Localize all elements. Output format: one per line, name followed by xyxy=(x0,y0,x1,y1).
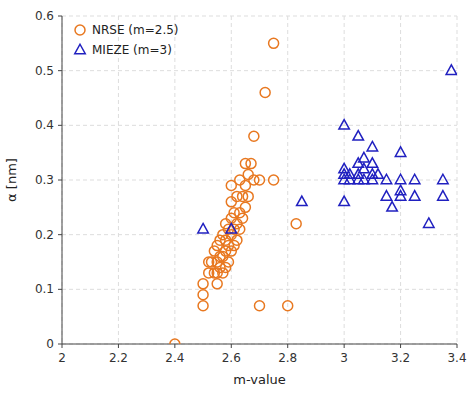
point xyxy=(359,152,370,162)
x-tick xyxy=(231,344,232,348)
y-tick-label: 0.4 xyxy=(35,118,54,132)
x-tick-label: 3.2 xyxy=(391,351,410,365)
grid xyxy=(62,16,457,344)
y-axis-label: α [nm] xyxy=(4,158,19,202)
y-tick-label: 0.1 xyxy=(35,282,54,296)
y-tick xyxy=(58,70,62,71)
point xyxy=(339,120,350,129)
y-tick xyxy=(58,180,62,181)
point xyxy=(198,301,208,311)
point xyxy=(395,147,406,157)
axes: 2 2.2 2.4 2.6 2.8 3 3.2 3.4 0 0.1 0.2 0.3 0.4 0.5 0.6 xyxy=(35,9,467,365)
point xyxy=(198,279,208,289)
point xyxy=(409,174,420,184)
y-tick-label: 0 xyxy=(46,337,54,351)
x-tick xyxy=(287,344,288,348)
x-axis-line xyxy=(62,344,457,345)
point xyxy=(367,141,378,151)
point xyxy=(226,223,237,233)
legend-marker xyxy=(75,25,85,35)
point xyxy=(367,158,378,168)
point xyxy=(243,191,253,201)
y-grid-line xyxy=(62,70,457,71)
point xyxy=(381,191,392,201)
point xyxy=(269,175,279,185)
point xyxy=(409,191,420,201)
x-tick-label: 3.4 xyxy=(447,351,466,365)
y-tick-label: 0.6 xyxy=(35,9,54,23)
y-tick xyxy=(58,16,62,17)
y-grid-line xyxy=(62,234,457,235)
point xyxy=(438,191,449,201)
x-tick-label: 2.2 xyxy=(109,351,128,365)
point xyxy=(240,202,250,212)
x-tick-label: 2 xyxy=(58,351,66,365)
point xyxy=(246,159,256,169)
point xyxy=(446,65,457,75)
legend-label: NRSE (m=2.5) xyxy=(92,23,179,37)
point xyxy=(260,88,270,98)
legend: NRSE (m=2.5) MIEZE (m=3) xyxy=(75,23,179,57)
y-grid-line xyxy=(62,125,457,126)
point xyxy=(198,223,209,233)
point xyxy=(283,301,293,311)
point xyxy=(395,174,406,184)
point xyxy=(226,197,236,207)
y-tick xyxy=(58,289,62,290)
y-tick-label: 0.3 xyxy=(35,173,54,187)
x-tick xyxy=(174,344,175,348)
point xyxy=(353,131,364,141)
point xyxy=(297,196,308,206)
plot-area xyxy=(170,38,457,344)
series-0 xyxy=(170,38,301,344)
x-tick xyxy=(400,344,401,348)
point xyxy=(170,339,180,344)
point xyxy=(269,38,279,48)
x-tick xyxy=(457,344,458,348)
y-tick xyxy=(58,125,62,126)
y-grid-line xyxy=(62,16,457,17)
point xyxy=(291,219,301,229)
y-tick-label: 0.5 xyxy=(35,64,54,78)
y-tick-label: 0.2 xyxy=(35,228,54,242)
y-tick xyxy=(58,234,62,235)
y-grid-line xyxy=(62,344,457,345)
point xyxy=(255,175,265,185)
y-grid-line xyxy=(62,289,457,290)
point xyxy=(387,202,398,212)
x-tick-label: 2.6 xyxy=(222,351,241,365)
point xyxy=(198,290,208,300)
point xyxy=(395,185,406,195)
legend-label: MIEZE (m=3) xyxy=(92,43,172,57)
chart: 2 2.2 2.4 2.6 2.8 3 3.2 3.4 0 0.1 0.2 0.3 0.4 0.5 0.6 m… xyxy=(0,0,475,396)
point xyxy=(232,235,242,245)
point xyxy=(249,131,259,141)
point xyxy=(381,174,392,184)
point xyxy=(243,170,253,180)
y-tick xyxy=(58,344,62,345)
x-tick xyxy=(344,344,345,348)
x-tick-label: 2.4 xyxy=(165,351,184,365)
series-1 xyxy=(198,65,457,233)
x-tick-label: 2.8 xyxy=(278,351,297,365)
x-tick-label: 3 xyxy=(340,351,348,365)
x-tick xyxy=(118,344,119,348)
point xyxy=(238,213,248,223)
point xyxy=(212,279,222,289)
point xyxy=(223,257,233,267)
point xyxy=(255,301,265,311)
x-tick xyxy=(62,344,63,348)
point xyxy=(424,218,435,228)
x-axis-label: m-value xyxy=(233,372,286,387)
legend-marker xyxy=(75,44,86,54)
point xyxy=(373,169,384,179)
point xyxy=(438,174,449,184)
point xyxy=(339,196,350,206)
